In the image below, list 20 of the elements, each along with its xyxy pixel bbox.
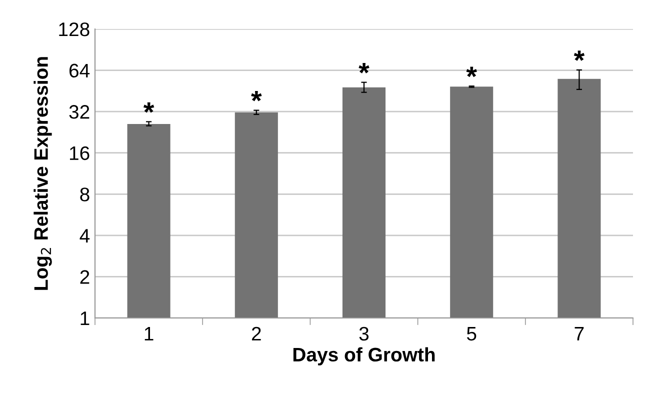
y-tick-label: 8: [80, 188, 90, 202]
y-tick-label: 128: [59, 22, 90, 36]
y-tick-label: 2: [80, 270, 90, 284]
y-tick-label: 32: [69, 105, 90, 119]
x-tick-label: 3: [359, 326, 369, 341]
y-axis-title: Log$_{2}$ Relative Expression: [34, 57, 52, 290]
y-tick-label: 1: [80, 312, 90, 326]
y-tick-label: 4: [80, 229, 90, 242]
annotation: *: [574, 50, 585, 61]
x-tick-label: 2: [252, 326, 261, 340]
y-tick-label: 64: [70, 64, 90, 78]
x-tick-label: 5: [466, 327, 476, 341]
x-tick-label: 7: [574, 327, 584, 340]
annotation: *: [466, 66, 477, 78]
y-tick-label: 16: [70, 146, 90, 160]
annotation: *: [358, 62, 370, 74]
x-axis-title: Days of Growth: [293, 347, 435, 366]
x-tick-label: 1: [144, 327, 154, 340]
annotation: *: [143, 102, 154, 113]
annotation: *: [251, 90, 262, 102]
